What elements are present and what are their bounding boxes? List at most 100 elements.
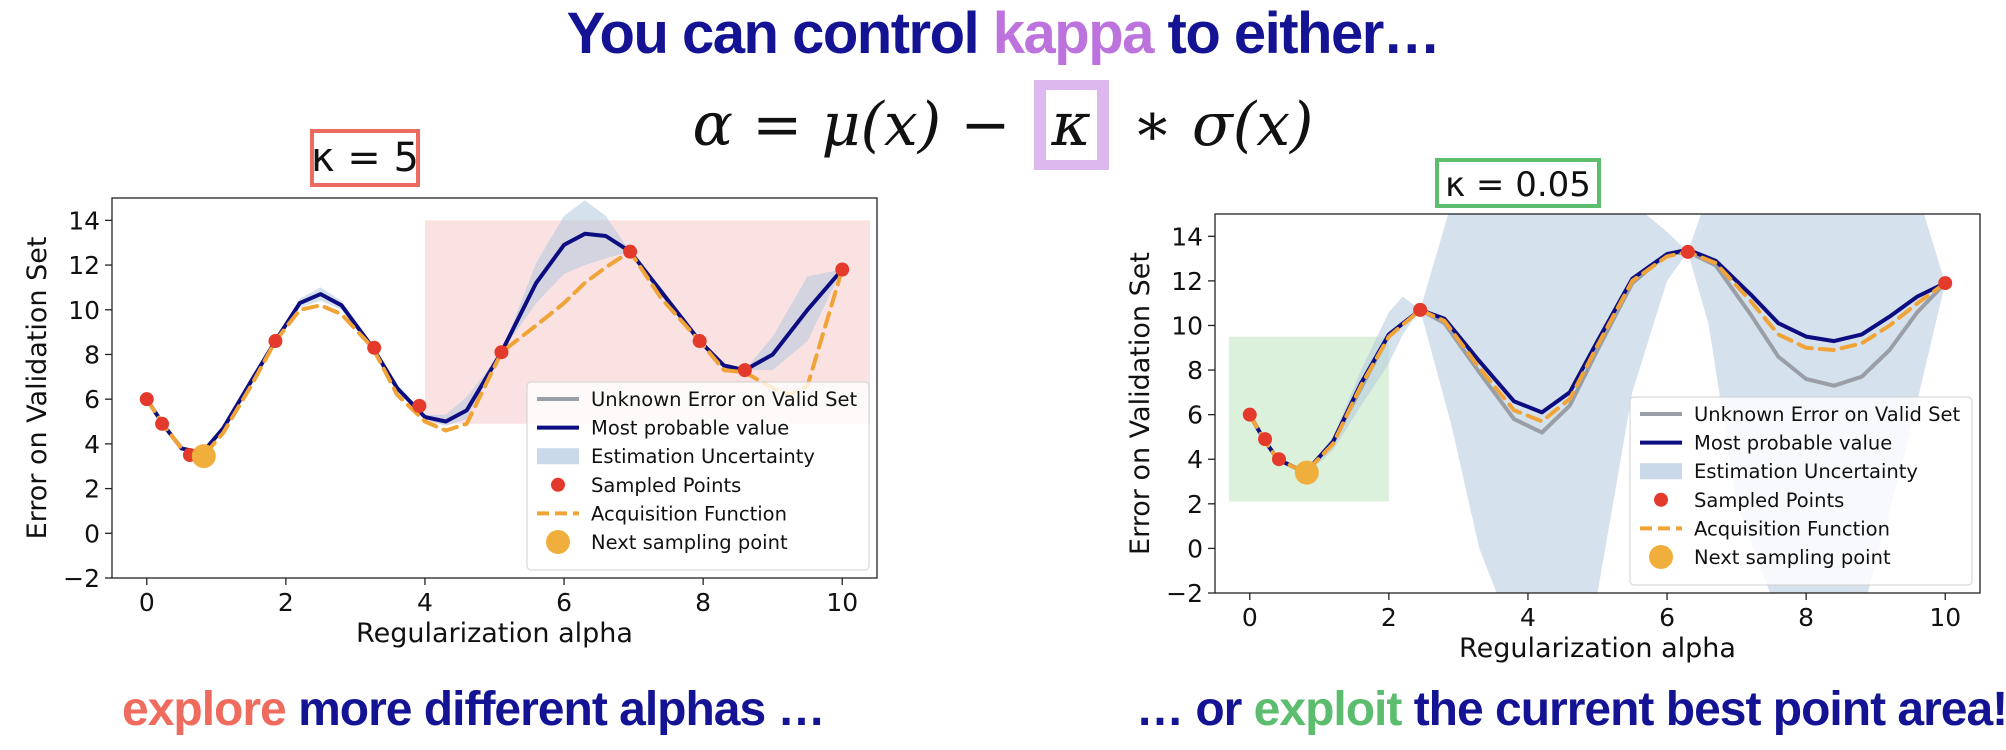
sampled-point [1413, 302, 1428, 317]
sampled-point [737, 363, 752, 378]
legend-label: Next sampling point [1694, 546, 1891, 569]
legend-box [1629, 396, 1973, 586]
caption-explore-highlight: explore [122, 683, 287, 736]
x-tick-label: 6 [556, 588, 572, 617]
axes-frame [1214, 213, 1981, 594]
x-axis-label: Regularization alpha [356, 618, 633, 649]
y-tick-label: 2 [84, 475, 100, 504]
headline-suffix: to either… [1152, 1, 1441, 66]
legend-label: Estimation Uncertainty [1694, 460, 1918, 483]
x-tick-label: 10 [1929, 603, 1961, 632]
legend-label: Acquisition Function [591, 502, 787, 525]
legend-label: Unknown Error on Valid Set [591, 388, 857, 411]
sampled-point [692, 334, 707, 349]
x-tick-label: 0 [1242, 603, 1258, 632]
sampled-point [1242, 407, 1257, 422]
legend-label: Sampled Points [591, 474, 741, 497]
y-tick-label: 12 [1171, 267, 1203, 296]
y-tick-label: 4 [84, 430, 100, 459]
y-tick-label: 14 [68, 206, 100, 235]
legend-label: Estimation Uncertainty [591, 445, 815, 468]
y-tick-label: 10 [68, 296, 100, 325]
x-tick-label: 10 [826, 588, 858, 617]
caption-exploit-prefix: … or [1136, 683, 1254, 736]
sampled-point [268, 334, 283, 349]
y-tick-label: −2 [63, 564, 100, 593]
x-tick-label: 6 [1659, 603, 1675, 632]
headline-kappa: kappa [992, 1, 1155, 66]
x-tick-label: 4 [417, 588, 433, 617]
y-axis-label: Error on Validation Set [1125, 252, 1156, 555]
acquisition-formula: α = μ(x) − κ ∗ σ(x) [0, 80, 2006, 170]
headline: You can control kappa to either… [0, 0, 2006, 68]
kappa-label: κ = 0.05 [1445, 165, 1591, 205]
x-tick-label: 8 [695, 588, 711, 617]
sampled-point [1680, 244, 1695, 259]
caption-explore: explore more different alphas … [122, 680, 826, 740]
legend-label: Acquisition Function [1694, 517, 1890, 540]
y-tick-label: 6 [84, 385, 100, 414]
formula-kappa: κ [1045, 90, 1097, 160]
x-tick-label: 8 [1798, 603, 1814, 632]
y-tick-label: 4 [1187, 445, 1203, 474]
y-tick-label: 8 [1187, 356, 1203, 385]
x-tick-label: 0 [139, 588, 155, 617]
axes-frame [111, 197, 878, 579]
y-tick-label: 14 [1171, 222, 1203, 251]
formula-left: α = μ(x) − [692, 90, 1030, 160]
y-tick-label: 0 [84, 519, 100, 548]
sampled-point [1258, 432, 1273, 447]
legend-label: Sampled Points [1694, 489, 1844, 512]
acquisition-curve [1247, 249, 1948, 475]
acquisition-curve [144, 249, 845, 460]
kappa-label: κ = 5 [311, 135, 419, 181]
sampled-point [623, 244, 638, 259]
legend-box [526, 381, 870, 571]
headline-prefix: You can control [566, 1, 993, 66]
sampled-point [835, 262, 850, 277]
kappa-label-box [310, 129, 420, 187]
sampled-point [494, 345, 509, 360]
legend-label: Unknown Error on Valid Set [1694, 403, 1960, 426]
legend-label: Most probable value [1694, 432, 1892, 455]
legend-handle-uncertainty [537, 448, 579, 465]
legend-handle-next [546, 530, 570, 554]
sampled-point [1938, 276, 1953, 291]
formula-right: ∗ σ(x) [1112, 90, 1314, 160]
legend-handle-next [1649, 545, 1673, 569]
x-axis-label: Regularization alpha [1459, 633, 1736, 664]
y-tick-label: −2 [1166, 579, 1203, 608]
y-axis-label: Error on Validation Set [22, 237, 53, 540]
y-tick-label: 0 [1187, 534, 1203, 563]
formula-kappa-highlight: κ [1033, 80, 1109, 170]
y-tick-label: 8 [84, 340, 100, 369]
legend: Unknown Error on Valid Set Most probable … [1629, 396, 1973, 586]
caption-exploit: … or exploit the current best point area… [1136, 680, 2006, 740]
x-tick-label: 2 [1381, 603, 1397, 632]
sampled-point [1271, 452, 1286, 467]
sampled-point [139, 392, 154, 407]
next-sampling-point [1294, 460, 1319, 485]
x-tick-label: 2 [278, 588, 294, 617]
y-tick-label: 10 [1171, 311, 1203, 340]
sampled-point [412, 398, 427, 413]
caption-exploit-highlight: exploit [1253, 683, 1403, 736]
chart-panel-2: 0 2 4 6 8 10 −2 0 2 4 6 8 10 12 14 Regularization alpha… [1125, 158, 1981, 664]
sampled-point [155, 416, 170, 431]
charts-svg: 0 2 4 6 8 10 −2 0 2 4 6 8 10 12 14 Regularization alpha… [22, 129, 1981, 664]
chart-panel-1: 0 2 4 6 8 10 −2 0 2 4 6 8 10 12 14 Regularization alpha… [22, 129, 878, 649]
legend: Unknown Error on Valid Set Most probable … [526, 381, 870, 571]
caption-explore-rest: more different alphas … [285, 683, 825, 736]
y-tick-label: 6 [1187, 401, 1203, 430]
sampled-point [367, 340, 382, 355]
legend-label: Next sampling point [591, 531, 788, 554]
y-tick-label: 2 [1187, 490, 1203, 519]
legend-handle-sampled [551, 477, 565, 492]
y-tick-label: 12 [68, 251, 100, 280]
kappa-label-box [1435, 158, 1601, 208]
next-sampling-point [191, 444, 216, 469]
legend-label: Most probable value [591, 417, 789, 440]
caption-exploit-rest: the current best point area! [1401, 683, 2006, 736]
legend-handle-sampled [1654, 492, 1668, 507]
x-tick-label: 4 [1520, 603, 1536, 632]
